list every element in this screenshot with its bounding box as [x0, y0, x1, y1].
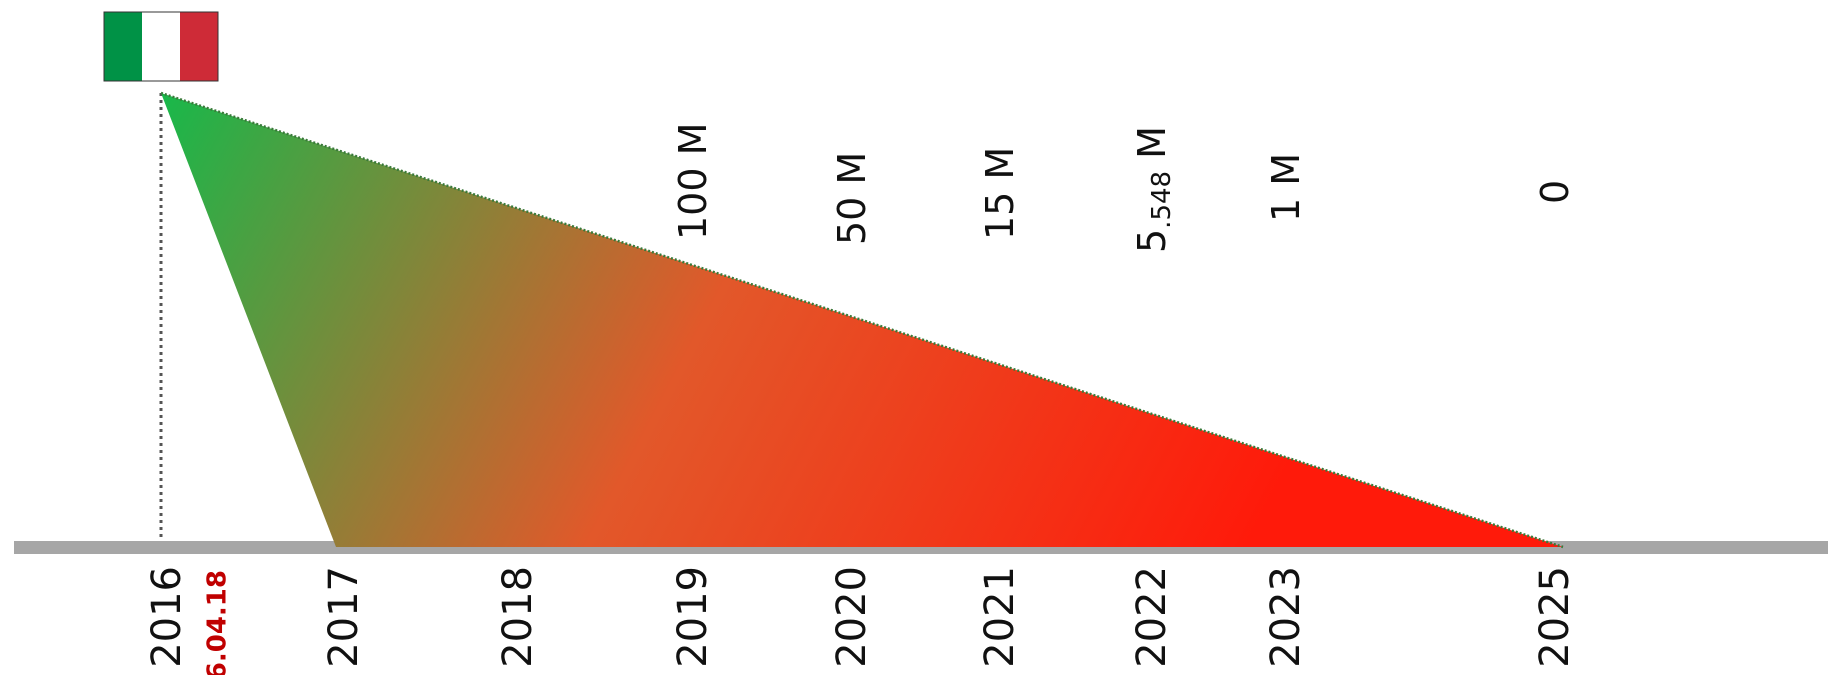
amount-label: 50 M — [830, 152, 874, 245]
year-label: 2019 — [670, 566, 716, 668]
year-label: 2025 — [1532, 566, 1578, 668]
amount-part: 50 M — [830, 152, 874, 245]
year-labels: 2016 2017 2018 2019 2020 2021 2022 2023 2025 — [144, 566, 1578, 668]
amount-subscript: .548 — [1147, 171, 1177, 229]
year-label: 2020 — [829, 566, 875, 668]
amount-label: 15 M — [978, 147, 1022, 240]
amount-part: 0 — [1533, 180, 1577, 204]
amount-label: 1 M — [1264, 153, 1308, 222]
year-label: 2017 — [321, 566, 367, 668]
amount-labels: 100 M 50 M 15 M 5.548 M 1 M 0 — [671, 123, 1577, 253]
amount-part: M — [1130, 126, 1174, 171]
date-label: 6.04.18 — [203, 570, 233, 675]
amount-label: 0 — [1533, 180, 1577, 204]
hypotenuse — [160, 91, 1564, 549]
italy-flag — [103, 11, 219, 82]
year-label: 2016 — [144, 566, 190, 668]
year-label: 2022 — [1129, 566, 1175, 668]
year-label: 2018 — [495, 566, 541, 668]
year-label: 2021 — [977, 566, 1023, 668]
amount-part: 1 M — [1264, 153, 1308, 222]
amount-label: 100 M — [671, 123, 715, 240]
amount-part: 100 M — [671, 123, 715, 240]
amount-part: 15 M — [978, 147, 1022, 240]
year-label: 2023 — [1263, 566, 1309, 668]
amount-part: 5 — [1130, 229, 1174, 253]
amount-label: 5.548 M — [1130, 126, 1177, 253]
